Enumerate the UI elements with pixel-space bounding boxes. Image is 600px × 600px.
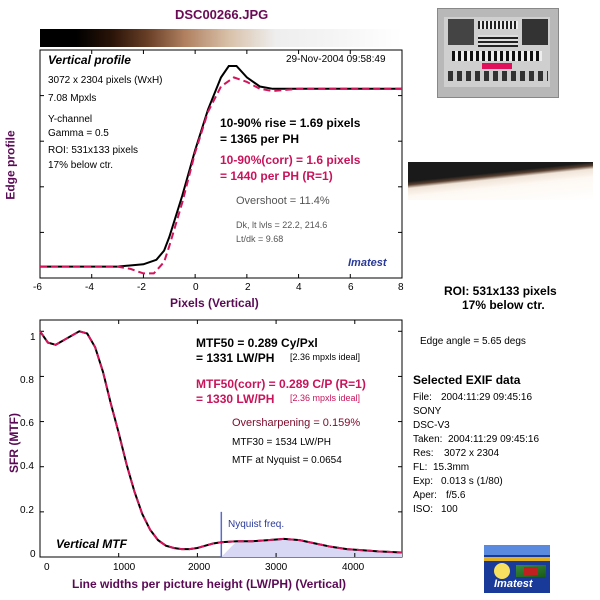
roi-line2: 17% below ctr.: [462, 298, 545, 312]
mtf30-text: MTF30 = 1534 LW/PH: [232, 437, 332, 448]
nyquist-region: [221, 538, 402, 557]
rise-text: 10-90% rise = 1.69 pixels: [220, 116, 361, 130]
edge-xtick-3: 0: [193, 282, 199, 293]
mtf-ylabel: SFR (MTF): [6, 413, 21, 473]
info-line-5: 17% below ctr.: [48, 160, 114, 171]
ideal-2: [2.36 mpxls ideal]: [290, 393, 361, 403]
edge-ylabel: Edge profile: [3, 130, 18, 200]
overshoot-text: Overshoot = 11.4%: [236, 195, 330, 207]
info-line-1: 7.08 Mpxls: [48, 93, 97, 104]
info-line-0: 3072 x 2304 pixels (WxH): [48, 75, 163, 86]
mtf-ytick-4: 0.8: [20, 375, 34, 386]
exif-value-6: 0.013 s (1/80): [441, 476, 503, 487]
mtf-xtick-0: 0: [44, 562, 50, 573]
lt-dk-text: Lt/dk = 9.68: [236, 234, 284, 244]
exif-value-3: 2004:11:29 09:45:16: [448, 434, 540, 445]
info-line-4: ROI: 531x133 pixels: [48, 145, 139, 156]
edge-profile-corr-line: [40, 76, 402, 275]
mtf-xlabel: Line widths per picture height (LW/PH) (…: [72, 577, 347, 591]
ideal-1: [2.36 mpxls ideal]: [290, 352, 361, 362]
rise-corr-text: 10-90%(corr) = 1.6 pixels: [220, 153, 361, 167]
mtf-xtick-4: 4000: [342, 562, 365, 573]
exif-heading: Selected EXIF data: [413, 373, 521, 387]
imatest-logo: Imatest: [484, 545, 550, 593]
mtf-corr-line: [39, 330, 403, 554]
mtf-ytick-2: 0.4: [20, 461, 34, 472]
edge-xtick-7: 8: [398, 282, 404, 293]
mtf-ytick-5: 1: [30, 332, 36, 343]
imatest-watermark: Imatest: [348, 257, 387, 269]
target-thumbnail: [437, 8, 559, 98]
edge-xtick-2: -2: [137, 282, 146, 293]
file-title: DSC00266.JPG: [175, 7, 269, 22]
edge-xtick-5: 4: [296, 282, 302, 293]
mtf-xtick-2: 2000: [188, 562, 211, 573]
edge-xtick-6: 6: [348, 282, 354, 293]
edge-profile-line: [40, 65, 402, 268]
oversharpening-text: Oversharpening = 0.159%: [232, 417, 361, 429]
logo-text: Imatest: [494, 578, 533, 590]
edge-date: 29-Nov-2004 09:58:49: [286, 54, 386, 65]
tone-strip: [40, 29, 402, 47]
exif-label-6: Exp:: [413, 476, 434, 487]
info-line-2: Y-channel: [48, 114, 93, 125]
edge-xlabel: Pixels (Vertical): [170, 296, 259, 310]
roi-line1: ROI: 531x133 pixels: [444, 284, 557, 298]
mtf-nyquist-text: MTF at Nyquist = 0.0654: [232, 455, 342, 466]
edge-xtick-0: -6: [33, 282, 42, 293]
mtf-ytick-0: 0: [30, 549, 36, 560]
exif-value-7: f/5.6: [446, 490, 466, 501]
rise-corr-ph-text: = 1440 per PH (R=1): [220, 169, 333, 183]
mtf50-corr-lw-text: = 1330 LW/PH: [196, 392, 275, 406]
mtf-ytick-3: 0.6: [20, 418, 34, 429]
edge-xtick-4: 2: [245, 282, 251, 293]
info-line-3: Gamma = 0.5: [48, 128, 109, 139]
mtf50-corr-text: MTF50(corr) = 0.289 C/P (R=1): [196, 377, 366, 391]
edge-panel-title: Vertical profile: [48, 53, 131, 67]
mtf-xtick-1: 1000: [113, 562, 136, 573]
logo-sun-icon: [494, 563, 510, 579]
exif-label-5: FL:: [413, 462, 428, 473]
rise-ph-text: = 1365 per PH: [220, 132, 300, 146]
mtf-ytick-1: 0.2: [20, 505, 34, 516]
exif-label-2: DSC-V3: [413, 420, 450, 431]
exif-label-0: File:: [413, 392, 432, 403]
edge-xtick-1: -4: [85, 282, 94, 293]
exif-value-0: 2004:11:29 09:45:16: [441, 392, 533, 403]
exif-value-5: 15.3mm: [433, 462, 470, 473]
mtf-panel-title: Vertical MTF: [56, 537, 127, 551]
mtf50-text: MTF50 = 0.289 Cy/Pxl: [196, 336, 318, 350]
roi-sample: [408, 162, 593, 200]
exif-value-8: 100: [441, 504, 458, 515]
dk-levels-text: Dk, lt lvls = 22.2, 214.6: [236, 220, 328, 230]
exif-label-8: ISO:: [413, 504, 434, 515]
exif-label-3: Taken:: [413, 434, 443, 445]
nyquist-label: Nyquist freq.: [228, 519, 285, 530]
edge-angle: Edge angle = 5.65 degs: [420, 336, 526, 347]
exif-label-4: Res:: [413, 448, 434, 459]
exif-value-4: 3072 x 2304: [444, 448, 500, 459]
mtf-xtick-3: 3000: [265, 562, 288, 573]
exif-label-1: SONY: [413, 406, 442, 417]
exif-label-7: Aper:: [413, 490, 437, 501]
mtf50-lw-text: = 1331 LW/PH: [196, 351, 275, 365]
